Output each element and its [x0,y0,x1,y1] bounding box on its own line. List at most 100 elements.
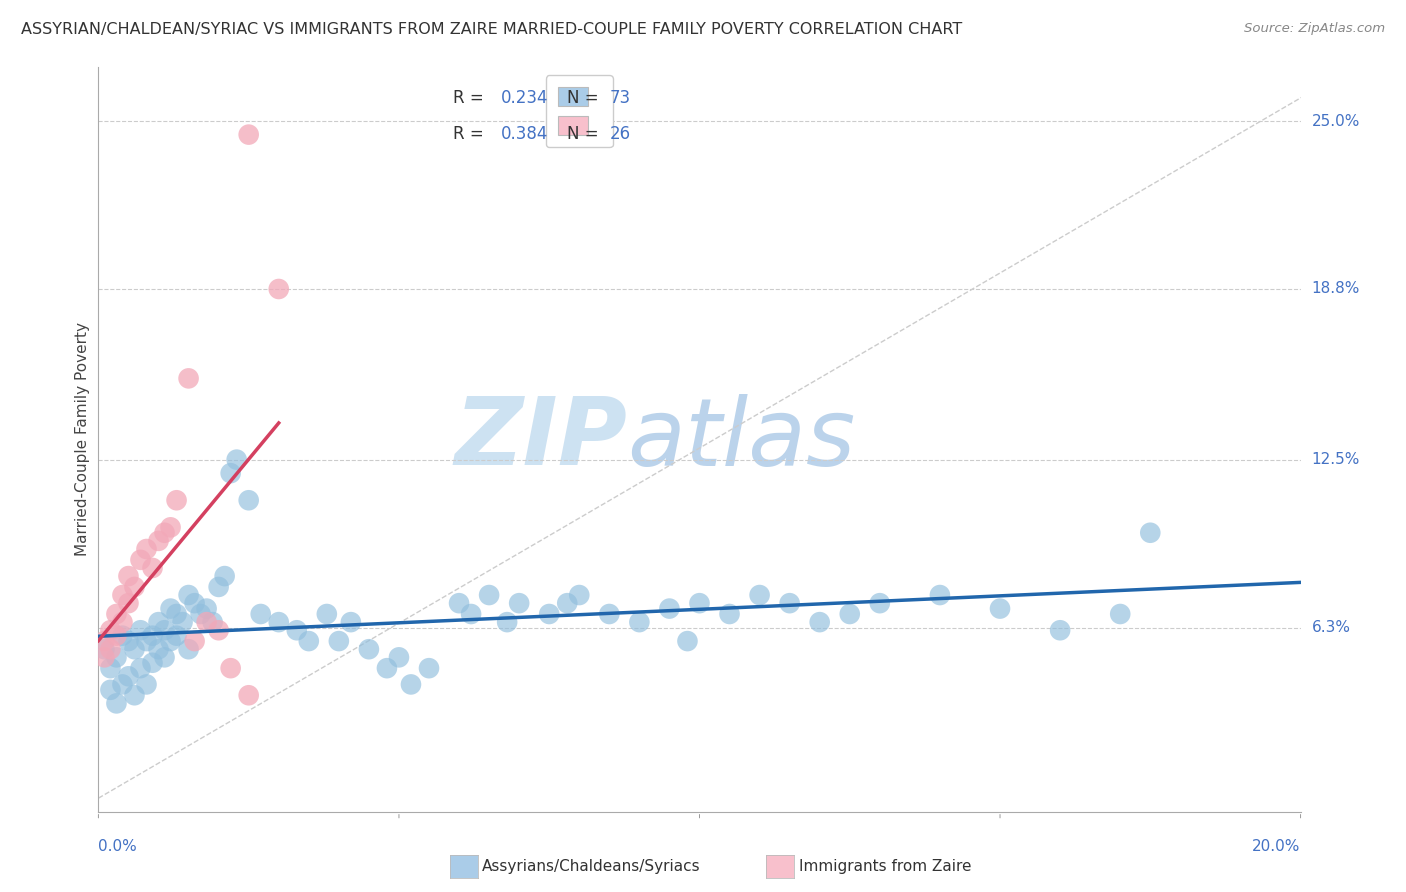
Point [779,596,801,610]
Text: 73: 73 [609,89,630,107]
Point [183,596,205,610]
Point [688,596,710,610]
Point [555,596,578,610]
Point [538,607,561,621]
Text: 26: 26 [609,125,630,143]
Point [249,607,271,621]
Point [111,615,134,629]
Text: R =: R = [453,125,489,143]
Point [100,624,122,638]
Point [100,661,122,675]
Text: 0.0%: 0.0% [98,839,138,855]
Text: ASSYRIAN/CHALDEAN/SYRIAC VS IMMIGRANTS FROM ZAIRE MARRIED-COUPLE FAMILY POVERTY : ASSYRIAN/CHALDEAN/SYRIAC VS IMMIGRANTS F… [21,22,962,37]
Point [238,688,260,702]
Point [105,629,128,643]
Point [183,634,205,648]
Point [298,634,321,648]
Point [111,588,134,602]
Legend: , : , [546,75,613,147]
Text: 6.3%: 6.3% [1312,620,1351,635]
Text: Source: ZipAtlas.com: Source: ZipAtlas.com [1244,22,1385,36]
Point [159,634,181,648]
Point [328,634,350,648]
Point [1139,525,1161,540]
Point [628,615,651,629]
Point [388,650,411,665]
Point [148,615,170,629]
Point [141,561,163,575]
Text: N =: N = [567,125,605,143]
Point [148,642,170,657]
Point [129,553,152,567]
Point [129,624,152,638]
Point [117,569,139,583]
Point [153,624,176,638]
Point [285,624,308,638]
Point [166,629,188,643]
Point [166,607,188,621]
Point [929,588,952,602]
Point [508,596,530,610]
Point [153,650,176,665]
Point [460,607,482,621]
Point [124,642,146,657]
Point [214,569,236,583]
Point [190,607,212,621]
Point [93,650,115,665]
Point [808,615,831,629]
Point [141,629,163,643]
Point [100,642,122,657]
Point [478,588,501,602]
Point [869,596,891,610]
Text: 25.0%: 25.0% [1312,113,1360,128]
Point [93,642,115,657]
Text: ZIP: ZIP [454,393,627,485]
Point [838,607,860,621]
Point [135,634,157,648]
Point [129,661,152,675]
Text: R =: R = [453,89,489,107]
Point [658,601,681,615]
Y-axis label: Married-Couple Family Poverty: Married-Couple Family Poverty [75,322,90,557]
Text: Immigrants from Zaire: Immigrants from Zaire [799,859,972,873]
Point [166,493,188,508]
Text: Assyrians/Chaldeans/Syriacs: Assyrians/Chaldeans/Syriacs [482,859,700,873]
Point [748,588,770,602]
Point [208,580,231,594]
Point [988,601,1011,615]
Point [117,634,139,648]
Point [117,596,139,610]
Point [172,615,194,629]
Point [718,607,741,621]
Point [1109,607,1132,621]
Point [267,282,290,296]
Point [598,607,620,621]
Point [357,642,380,657]
Text: 18.8%: 18.8% [1312,282,1360,296]
Point [568,588,591,602]
Point [238,493,260,508]
Point [208,624,231,638]
Point [676,634,699,648]
Point [267,615,290,629]
Text: 20.0%: 20.0% [1253,839,1301,855]
Point [418,661,440,675]
Point [315,607,337,621]
Point [141,656,163,670]
Point [496,615,519,629]
Point [195,615,218,629]
Point [177,371,200,385]
Point [100,682,122,697]
Point [195,601,218,615]
Point [375,661,398,675]
Text: 0.234: 0.234 [501,89,548,107]
Text: 0.384: 0.384 [501,125,548,143]
Point [111,677,134,691]
Point [219,661,242,675]
Point [93,634,115,648]
Point [124,580,146,594]
Point [135,541,157,556]
Point [399,677,422,691]
Point [124,688,146,702]
Point [201,615,224,629]
